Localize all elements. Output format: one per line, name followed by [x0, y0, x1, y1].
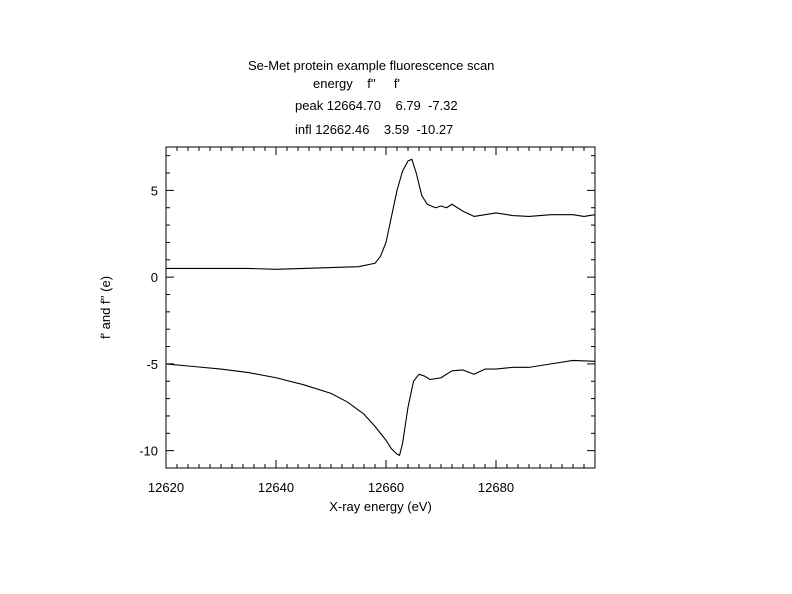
- x-tick-label: 12620: [148, 480, 184, 495]
- y-tick-label: -5: [146, 357, 158, 372]
- x-tick-label: 12640: [258, 480, 294, 495]
- x-tick-label: 12660: [368, 480, 404, 495]
- y-tick-label: 5: [151, 183, 158, 198]
- x-axis-label: X-ray energy (eV): [329, 499, 432, 514]
- y-tick-label: 0: [151, 270, 158, 285]
- table-row-infl: infl 12662.46 3.59 -10.27: [295, 122, 454, 137]
- axis-tick-labels: 12620 12640 12660 12680 -10 -5 0 5: [139, 183, 514, 495]
- y-tick-label: -10: [139, 444, 158, 459]
- x-tick-label: 12680: [478, 480, 514, 495]
- series-line-f-prime: [165, 359, 596, 456]
- plot-frame: [165, 146, 596, 469]
- y-axis-label: f' and f'' (e): [98, 276, 113, 339]
- axis-ticks: [165, 147, 596, 469]
- table-row-peak: peak 12664.70 6.79 -7.32: [295, 98, 458, 113]
- chart-title: Se-Met protein example fluorescence scan: [248, 58, 495, 73]
- series-lines: [165, 158, 596, 456]
- series-line-f-double-prime: [166, 158, 596, 270]
- table-header: energy f'' f': [313, 76, 400, 91]
